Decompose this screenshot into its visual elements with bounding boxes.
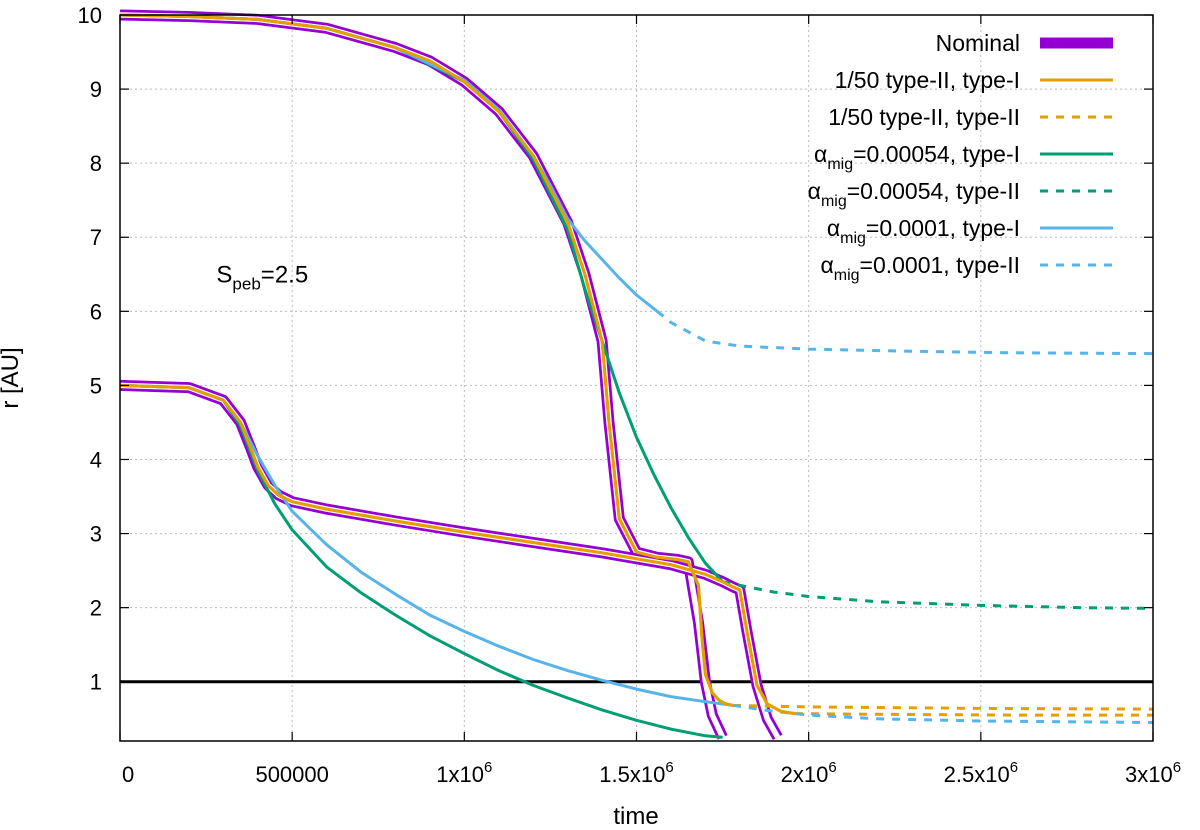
y-tick-label: 9 xyxy=(90,77,102,102)
legend-label: αmig=0.00054, type-II xyxy=(808,178,1020,210)
x-tick-label: 500000 xyxy=(255,762,328,787)
legend-label: Nominal xyxy=(936,30,1020,56)
legend-entry: αmig=0.00054, type-I xyxy=(814,141,1113,173)
x-tick-label: 0 xyxy=(122,762,134,787)
series-line xyxy=(794,712,1153,717)
y-tick-label: 5 xyxy=(90,373,102,398)
legend-label: αmig=0.00054, type-I xyxy=(814,141,1020,173)
y-tick-label: 10 xyxy=(78,3,102,28)
series-line xyxy=(732,703,1154,724)
y-tick-label: 7 xyxy=(90,225,102,250)
x-tick-label: 1x106 xyxy=(436,759,492,787)
legend-label: 1/50 type-II, type-I xyxy=(835,67,1020,93)
y-tick-label: 1 xyxy=(90,670,102,695)
legend-label: 1/50 type-II, type-II xyxy=(828,104,1020,130)
legend-entry: αmig=0.0001, type-I xyxy=(827,215,1113,247)
x-tick-label: 2.5x106 xyxy=(944,759,1018,787)
series-line xyxy=(722,580,1154,610)
y-tick-label: 6 xyxy=(90,299,102,324)
x-axis-label: time xyxy=(613,803,658,830)
legend: Nominal 1/50 type-II, type-I 1/50 type-II,… xyxy=(808,30,1113,284)
legend-entry: Nominal xyxy=(936,30,1113,56)
legend-entry: αmig=0.0001, type-II xyxy=(820,252,1113,284)
legend-label: αmig=0.0001, type-I xyxy=(827,215,1020,247)
legend-entry: 1/50 type-II, type-I xyxy=(835,67,1113,93)
legend-label: αmig=0.0001, type-II xyxy=(820,252,1020,284)
series-line-overlay xyxy=(119,383,796,716)
series-layer xyxy=(119,9,1154,740)
y-axis-label: r [AU] xyxy=(0,347,24,408)
annotation-speb: Speb=2.5 xyxy=(216,261,308,293)
y-tick-label: 4 xyxy=(90,447,102,472)
legend-entry: 1/50 type-II, type-II xyxy=(828,104,1113,130)
series-mig-0-00054-type-ii-r0-10-au xyxy=(722,580,1154,610)
series-mig-0-0001-type-ii-r0-5-au xyxy=(732,703,1154,724)
axis-ticks: 0 500000 1x106 1.5x106 2x106 2.5x106 3x106 1 2 3 4… xyxy=(78,3,1182,787)
legend-entry: αmig=0.00054, type-II xyxy=(808,178,1113,210)
y-tick-label: 2 xyxy=(90,596,102,621)
y-tick-label: 8 xyxy=(90,151,102,176)
series-line-overlay xyxy=(119,13,734,707)
x-tick-label: 1.5x106 xyxy=(599,759,673,787)
x-tick-label: 3x106 xyxy=(1125,759,1181,787)
y-tick-label: 3 xyxy=(90,522,102,547)
x-tick-label: 2x106 xyxy=(781,759,837,787)
series-1-50-type-ii-type-ii-r0-5-au xyxy=(794,712,1153,717)
grid xyxy=(120,15,1153,741)
